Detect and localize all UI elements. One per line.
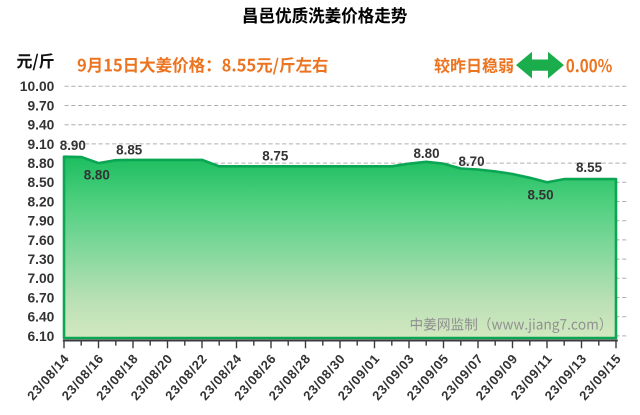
svg-text:9.40: 9.40 [27,118,54,133]
svg-text:9.70: 9.70 [27,98,54,113]
svg-text:8.85: 8.85 [116,143,143,158]
svg-text:10.00: 10.00 [20,79,55,94]
svg-text:8.80: 8.80 [27,156,54,171]
svg-text:8.55: 8.55 [576,160,603,175]
svg-text:7.00: 7.00 [27,271,54,286]
svg-text:8.80: 8.80 [413,146,439,161]
svg-text:8.70: 8.70 [458,154,484,169]
svg-text:9.10: 9.10 [27,137,54,152]
svg-text:8.75: 8.75 [262,149,289,164]
svg-text:7.90: 7.90 [27,214,54,229]
svg-text:8.80: 8.80 [84,168,110,183]
svg-text:6.40: 6.40 [27,310,54,325]
svg-text:8.50: 8.50 [527,188,553,203]
svg-text:8.50: 8.50 [27,175,54,190]
svg-text:6.70: 6.70 [27,290,54,305]
svg-text:8.90: 8.90 [60,138,86,153]
svg-text:8.20: 8.20 [27,194,54,209]
svg-text:6.10: 6.10 [27,329,54,344]
svg-text:7.60: 7.60 [27,233,54,248]
svg-text:7.30: 7.30 [27,252,54,267]
